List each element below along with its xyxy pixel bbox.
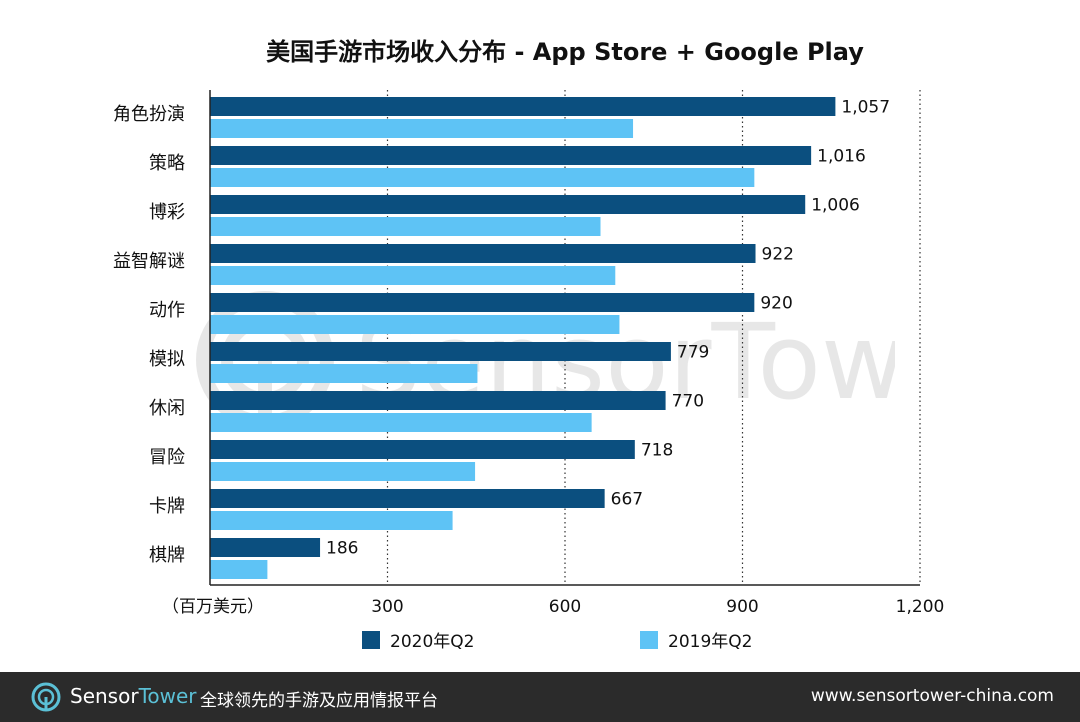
category-label-7: 冒险 — [149, 447, 185, 468]
legend-label-0: 2020年Q2 — [390, 632, 474, 652]
x-tick-label-2: 900 — [726, 597, 758, 617]
category-label-6: 休闲 — [149, 398, 185, 419]
footer-slogan: 全球领先的手游及应用情报平台 — [200, 691, 438, 711]
unit-label: （百万美元） — [162, 597, 264, 617]
x-tick-label-3: 1,200 — [896, 597, 945, 617]
footer-url: www.sensortower-china.com — [810, 686, 1054, 706]
legend: 2020年Q2 2019年Q2 — [362, 631, 752, 652]
legend-swatch-0 — [362, 631, 380, 649]
value-label-9: 186 — [326, 539, 358, 559]
bar-s2019-9 — [210, 560, 268, 579]
value-label-2: 1,006 — [811, 196, 860, 216]
value-label-0: 1,057 — [841, 98, 890, 118]
category-label-3: 益智解谜 — [113, 251, 185, 272]
category-label-9: 棋牌 — [149, 545, 185, 566]
x-tick-label-1: 600 — [549, 597, 581, 617]
bar-s2020-8 — [210, 489, 605, 508]
bar-s2019-2 — [210, 217, 601, 236]
category-label-8: 卡牌 — [149, 496, 185, 517]
category-label-2: 博彩 — [149, 202, 185, 223]
footer-brand: SensorTower — [70, 684, 197, 708]
legend-swatch-1 — [640, 631, 658, 649]
footer-bar: SensorTower 全球领先的手游及应用情报平台 www.sensortow… — [0, 672, 1080, 722]
bar-s2019-5 — [210, 364, 478, 383]
value-label-1: 1,016 — [817, 147, 866, 167]
x-tick-label-0: 300 — [371, 597, 403, 617]
category-label-0: 角色扮演 — [113, 104, 185, 125]
bar-s2019-8 — [210, 511, 453, 530]
footer-brand-part2: Tower — [138, 684, 197, 708]
bar-s2020-9 — [210, 538, 321, 557]
bar-s2020-4 — [210, 293, 755, 312]
value-labels: 1,057 1,016 1,006 922 920 779 770 718 667 186 — [326, 98, 890, 559]
category-label-4: 动作 — [149, 300, 185, 321]
value-label-6: 770 — [672, 392, 704, 412]
bar-s2019-4 — [210, 315, 620, 334]
value-label-3: 922 — [762, 245, 794, 265]
category-label-5: 模拟 — [149, 349, 185, 370]
value-label-5: 779 — [677, 343, 709, 363]
bar-s2020-2 — [210, 195, 806, 214]
axes — [209, 90, 920, 586]
bar-chart: 美国手游市场收入分布 - App Store + Google Play 1,0… — [113, 38, 944, 652]
legend-label-1: 2019年Q2 — [668, 632, 752, 652]
bar-s2019-0 — [210, 119, 634, 138]
chart-title: 美国手游市场收入分布 - App Store + Google Play — [266, 38, 864, 66]
bar-s2020-0 — [210, 97, 836, 116]
value-label-4: 920 — [760, 294, 792, 314]
value-label-8: 667 — [611, 490, 643, 510]
bar-s2019-7 — [210, 462, 476, 481]
value-label-7: 718 — [641, 441, 673, 461]
sensortower-logo-icon — [31, 682, 61, 712]
bars — [210, 97, 836, 579]
footer-brand-part1: Sensor — [70, 684, 139, 708]
bar-s2019-3 — [210, 266, 616, 285]
bar-s2020-7 — [210, 440, 635, 459]
bar-s2020-3 — [210, 244, 756, 263]
bar-s2019-6 — [210, 413, 592, 432]
x-tick-labels: 300 600 900 1,200 — [371, 597, 944, 617]
bar-s2019-1 — [210, 168, 755, 187]
bar-s2020-1 — [210, 146, 812, 165]
category-label-1: 策略 — [149, 153, 185, 174]
bar-s2020-5 — [210, 342, 671, 361]
bar-s2020-6 — [210, 391, 666, 410]
